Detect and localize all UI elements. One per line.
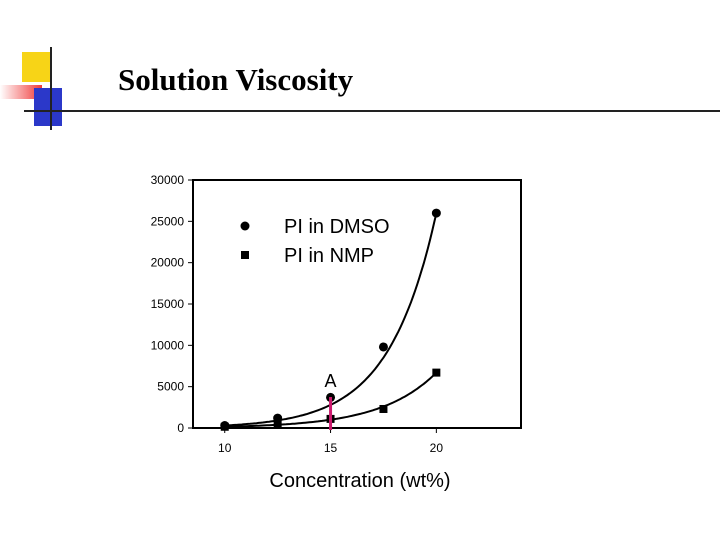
decorative-blue-square [34, 88, 62, 126]
y-tick-label: 0 [177, 421, 184, 435]
legend-label: PI in DMSO [284, 216, 390, 238]
legend-marker-circle [240, 221, 250, 231]
y-tick-label: 10000 [151, 338, 185, 352]
slide-title: Solution Viscosity [118, 62, 354, 97]
title-underline [24, 110, 720, 112]
x-tick-label: 15 [324, 441, 338, 455]
y-tick-label: 20000 [151, 256, 185, 270]
data-point-dmso [378, 342, 388, 352]
y-tick-label: 15000 [151, 297, 185, 311]
y-tick-label: 25000 [151, 214, 185, 228]
decorative-red-bar [0, 85, 42, 99]
data-point-dmso [431, 208, 441, 218]
data-point-nmp [220, 422, 229, 431]
data-point-nmp [379, 404, 388, 413]
x-tick-label: 10 [218, 441, 232, 455]
y-tick-label: 30000 [151, 173, 185, 187]
legend-marker-square [241, 251, 249, 259]
annotation-label: A [325, 371, 337, 391]
y-tick-label: 5000 [157, 380, 184, 394]
decorative-vertical-line [50, 47, 52, 130]
x-tick-label: 20 [430, 441, 444, 455]
data-point-nmp [432, 368, 441, 377]
legend-label: PI in NMP [284, 245, 374, 267]
x-axis-label: Concentration (wt%) [269, 470, 450, 492]
decorative-yellow-square [22, 52, 52, 82]
data-point-nmp [273, 419, 282, 428]
